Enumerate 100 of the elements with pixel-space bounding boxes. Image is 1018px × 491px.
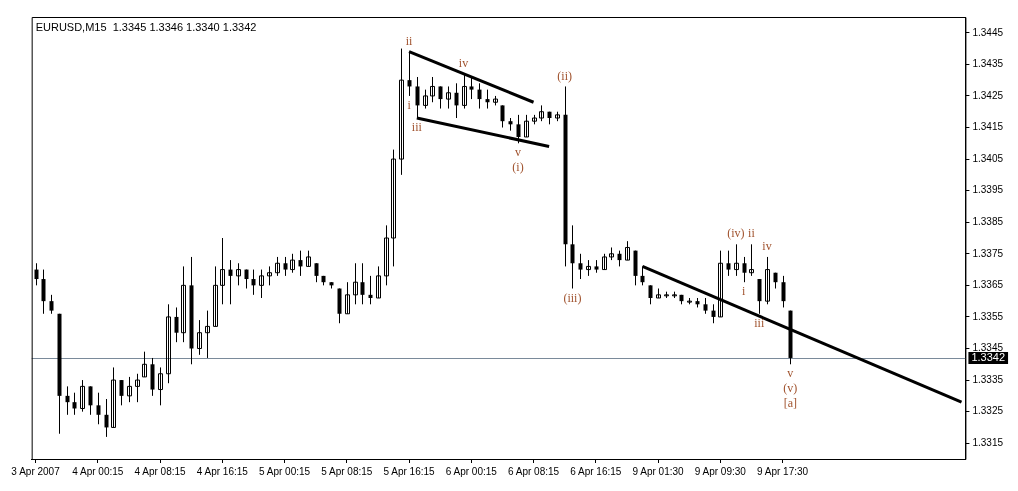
- x-tick-label: 6 Apr 16:15: [570, 465, 622, 477]
- candlestick: [345, 281, 350, 315]
- candlestick: [96, 392, 101, 425]
- candlestick: [111, 366, 116, 428]
- annotation: [a]: [783, 396, 797, 411]
- candlestick: [135, 373, 140, 403]
- x-tick-label: 4 Apr 00:15: [72, 465, 124, 477]
- candlestick: [49, 294, 54, 315]
- candlestick: [399, 48, 404, 176]
- candlestick: [524, 114, 529, 138]
- y-tick-label: 1.3315: [972, 436, 1004, 448]
- annotation: iii: [411, 120, 423, 135]
- x-tick-label: 4 Apr 08:15: [134, 465, 187, 477]
- ref-line-label: 1.3342: [971, 351, 1006, 363]
- y-tick-label: 1.3385: [972, 215, 1004, 227]
- candlestick: [181, 265, 186, 343]
- x-tick-label: 9 Apr 17:30: [756, 465, 809, 477]
- chart-title: EURUSD,M15 1.3345 1.3346 1.3340 1.3342: [35, 21, 257, 34]
- candlestick: [360, 262, 365, 305]
- candlestick: [298, 250, 303, 277]
- candlestick: [80, 379, 85, 413]
- candlestick: [104, 398, 109, 438]
- annotation: v: [787, 366, 794, 381]
- candlestick: [275, 256, 280, 277]
- candlestick: [781, 275, 786, 308]
- candlestick: [251, 269, 256, 296]
- y-tick-label: 1.3435: [972, 58, 1004, 70]
- candlestick: [220, 237, 225, 305]
- candlestick: [711, 303, 716, 324]
- x-tick-label: 9 Apr 01:30: [632, 465, 685, 477]
- annotation: iii: [754, 315, 765, 330]
- candlestick: [166, 303, 171, 384]
- candlestick: [205, 310, 210, 359]
- candlestick: [757, 278, 762, 315]
- candlestick: [174, 306, 179, 343]
- candlestick: [570, 224, 575, 290]
- candlestick: [127, 376, 132, 403]
- annotation: (ii): [557, 68, 573, 83]
- candlestick: [742, 256, 747, 283]
- y-tick-label: 1.3355: [972, 310, 1004, 322]
- candlestick: [142, 351, 147, 378]
- candlestick: [353, 262, 358, 305]
- candlestick: [500, 104, 505, 128]
- candlestick: [119, 379, 124, 406]
- candlestick: [197, 319, 202, 356]
- candlestick: [267, 265, 272, 286]
- candlestick: [648, 284, 653, 305]
- y-tick-label: 1.3405: [972, 152, 1004, 164]
- candlestick: [228, 259, 233, 305]
- candlestick: [158, 366, 163, 406]
- candlestick: [625, 240, 630, 261]
- candlestick: [213, 265, 218, 327]
- candlestick: [259, 269, 264, 299]
- candlestick: [578, 253, 583, 280]
- annotation: (v): [783, 381, 798, 396]
- annotation: (iv): [727, 226, 745, 241]
- y-tick-label: 1.3345: [972, 342, 1004, 354]
- y-tick-label: 1.3325: [972, 405, 1004, 417]
- y-tick-label: 1.3415: [972, 121, 1004, 133]
- candlestick: [485, 89, 490, 110]
- x-tick-label: 5 Apr 00:15: [258, 465, 311, 477]
- annotation: ii: [748, 226, 756, 241]
- x-tick-label: 9 Apr 09:30: [694, 465, 747, 477]
- candlestick: [236, 262, 241, 286]
- x-tick-label: 6 Apr 08:15: [507, 465, 560, 477]
- annotation: iv: [762, 239, 772, 254]
- candlestick: [469, 76, 474, 100]
- annotation: iv: [458, 55, 469, 70]
- annotation: ii: [405, 33, 414, 48]
- annotation: (i): [512, 160, 524, 175]
- candlestick: [384, 224, 389, 286]
- y-tick-label: 1.3425: [972, 89, 1004, 101]
- candlestick: [283, 256, 288, 277]
- candlestick: [88, 385, 93, 416]
- y-tick-label: 1.3395: [972, 184, 1004, 196]
- y-tick-label: 1.3335: [972, 373, 1004, 385]
- candlestick: [454, 82, 459, 119]
- x-tick-label: 5 Apr 08:15: [321, 465, 373, 477]
- candlestick: [438, 85, 443, 110]
- candlestick: [726, 250, 731, 277]
- candlestick: [423, 89, 428, 110]
- candlestick: [314, 262, 319, 283]
- y-tick-label: 1.3445: [972, 26, 1004, 38]
- annotation: (iii): [563, 290, 582, 305]
- candlestick: [376, 265, 381, 299]
- annotation: v: [514, 145, 521, 160]
- x-tick-label: 3 Apr 2007: [11, 465, 61, 477]
- candlestick: [734, 243, 739, 277]
- candlestick: [446, 85, 451, 110]
- y-tick-label: 1.3365: [972, 279, 1004, 291]
- candlestick: [430, 76, 435, 103]
- candlestick: [34, 262, 39, 286]
- candlestick: [749, 243, 754, 277]
- candlestick: [41, 269, 46, 315]
- annotation: i: [741, 284, 746, 299]
- annotation: i: [407, 98, 412, 113]
- x-tick-label: 5 Apr 16:15: [383, 465, 436, 477]
- candlestick: [765, 256, 770, 305]
- candlestick: [290, 253, 295, 274]
- x-tick-label: 4 Apr 16:15: [196, 465, 249, 477]
